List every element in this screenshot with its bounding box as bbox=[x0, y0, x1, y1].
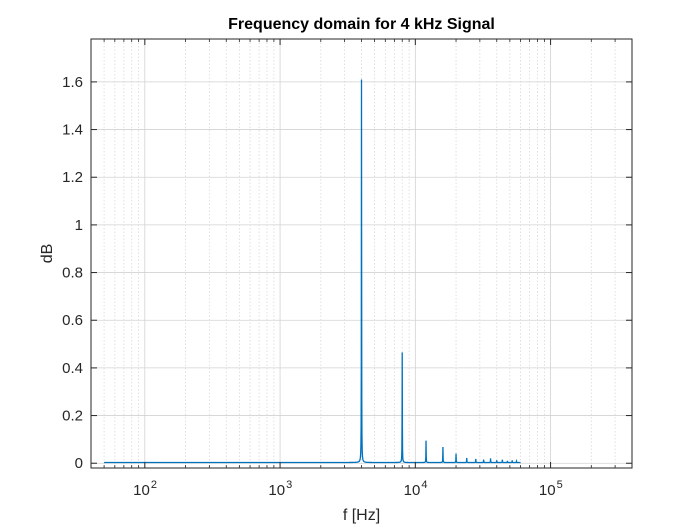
y-tick-label: 1.2 bbox=[62, 169, 83, 186]
x-tick-label-exponent: 5 bbox=[557, 479, 563, 491]
x-tick-label-base: 10 bbox=[133, 482, 150, 499]
x-tick-label-base: 10 bbox=[268, 482, 285, 499]
x-tick-label-base: 10 bbox=[539, 482, 556, 499]
y-tick-label: 0.8 bbox=[62, 265, 83, 282]
y-axis-label: dB bbox=[39, 244, 56, 264]
tick-marks bbox=[91, 39, 632, 468]
y-tick-labels: 0 0.2 0.4 0.6 0.8 1 1.2 1.4 1.6 bbox=[62, 74, 83, 472]
x-tick-label-exponent: 4 bbox=[421, 479, 427, 491]
series-line bbox=[104, 79, 521, 464]
y-tick-label: 0.4 bbox=[62, 360, 83, 377]
x-tick-label-exponent: 2 bbox=[151, 479, 157, 491]
plot-line-group bbox=[104, 79, 521, 464]
x-axis-label: f [Hz] bbox=[343, 507, 380, 524]
x-tick-labels: 10 2 10 3 10 4 10 5 bbox=[133, 479, 563, 499]
y-tick-label: 0.6 bbox=[62, 312, 83, 329]
x-tick-label-exponent: 3 bbox=[286, 479, 292, 491]
minor-grid bbox=[103, 39, 616, 468]
y-tick-label: 0 bbox=[75, 455, 83, 472]
y-tick-label: 0.2 bbox=[62, 408, 83, 425]
chart-title: Frequency domain for 4 kHz Signal bbox=[228, 16, 495, 33]
x-tick-label-base: 10 bbox=[404, 482, 421, 499]
y-tick-label: 1 bbox=[75, 217, 83, 234]
y-tick-label: 1.6 bbox=[62, 74, 83, 91]
y-tick-label: 1.4 bbox=[62, 122, 83, 139]
